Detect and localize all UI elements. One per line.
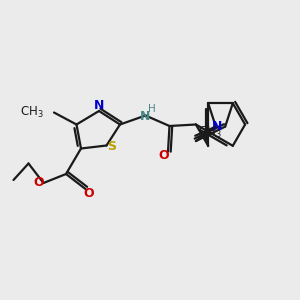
Text: CH$_3$: CH$_3$ [20, 105, 44, 120]
Text: N: N [140, 110, 150, 124]
Text: O: O [83, 187, 94, 200]
Text: N: N [212, 120, 223, 133]
Text: O: O [34, 176, 44, 190]
Text: O: O [158, 148, 169, 162]
Text: S: S [107, 140, 116, 154]
Text: H: H [148, 104, 156, 114]
Text: CH$_3$: CH$_3$ [198, 124, 222, 140]
Text: N: N [94, 99, 104, 112]
